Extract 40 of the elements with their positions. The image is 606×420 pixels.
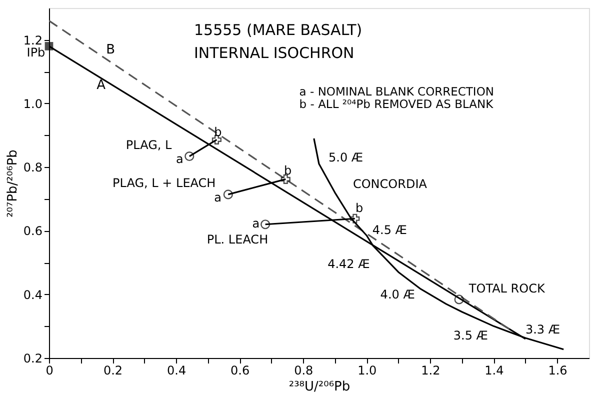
x-tick-label: 0 xyxy=(46,364,54,378)
y-tick-label: 1.2 xyxy=(23,33,42,48)
x-tick-label: 1.0 xyxy=(358,364,377,378)
x-tick-label: 0.4 xyxy=(167,364,186,378)
annotation: B xyxy=(106,42,116,58)
text: IPb xyxy=(26,46,46,60)
y-tick-label: 0.6 xyxy=(23,224,42,238)
annotation: b - ALL ²⁰⁴Pb REMOVED AS BLANK xyxy=(299,97,494,112)
x-tick-label: 1.4 xyxy=(484,364,504,378)
annotation: CONCORDIA xyxy=(352,176,428,191)
annotation: 4.5 Æ xyxy=(372,223,407,238)
annotation: 3.3 Æ xyxy=(525,322,560,336)
x-axis-title: ²³⁸U/²⁰⁶Pb xyxy=(288,380,350,394)
y-tick-label: 1.0 xyxy=(23,96,42,111)
annotation: b xyxy=(356,200,364,215)
annotation: TOTAL ROCK xyxy=(468,282,546,296)
annotation: PLAG, L xyxy=(126,138,172,152)
x-tick-label: 1.2 xyxy=(421,364,440,378)
annotation: 5.0 Æ xyxy=(328,150,364,165)
y-tick-label: 0.4 xyxy=(23,288,42,302)
annotation: PL. LEACH xyxy=(206,232,268,247)
x-tick-label: 1.6 xyxy=(548,364,568,378)
annotation: a xyxy=(176,152,184,166)
text: 15555 (MARE BASALT) xyxy=(194,21,362,39)
y-axis-title: ²⁰⁷Pb/²⁰⁶Pb xyxy=(5,150,20,218)
text: INTERNAL ISOCHRON xyxy=(194,44,354,62)
annotation: b xyxy=(284,163,292,178)
x-tick-label: 0.8 xyxy=(294,364,314,378)
annotation: 4.42 Æ xyxy=(328,256,370,271)
x-tick-label: 0.2 xyxy=(103,364,123,378)
annotation: a - NOMINAL BLANK CORRECTION xyxy=(299,84,494,99)
annotation: a xyxy=(252,216,260,231)
annotation: PLAG, L + LEACH xyxy=(112,176,216,190)
y-tick-label: 0.2 xyxy=(23,352,42,366)
annotation: 3.5 Æ xyxy=(453,328,488,343)
annotation: a xyxy=(214,190,222,204)
y-tick-label: 0.8 xyxy=(23,160,42,175)
annotation: 4.0 Æ xyxy=(380,287,415,302)
x-tick-label: 0.6 xyxy=(230,364,250,378)
annotation: A xyxy=(96,78,106,93)
